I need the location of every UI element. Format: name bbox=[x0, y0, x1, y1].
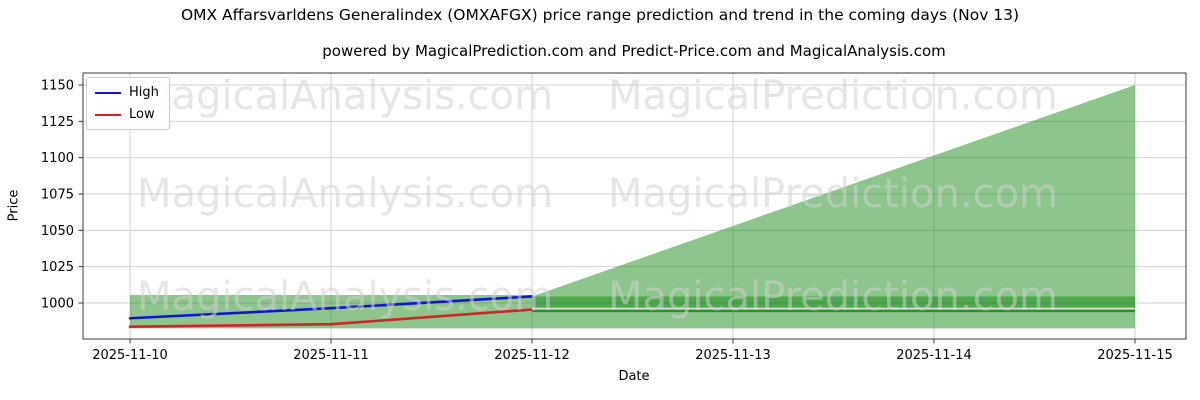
y-tick-label: 1150 bbox=[41, 79, 74, 94]
high-line-swatch bbox=[95, 91, 121, 94]
x-tick-label: 2025-11-14 bbox=[896, 348, 972, 363]
y-tick-label: 1000 bbox=[41, 297, 74, 312]
legend-item-low[interactable]: Low bbox=[95, 107, 159, 122]
watermark-text: MagicalPrediction.com bbox=[608, 274, 1058, 320]
low-line bbox=[128, 308, 534, 328]
y-tick-label: 1050 bbox=[41, 224, 74, 239]
watermark-text: MagicalPrediction.com bbox=[608, 171, 1058, 217]
y-tick-label: 1025 bbox=[41, 260, 74, 275]
prediction-band bbox=[532, 296, 1135, 308]
x-tick-label: 2025-11-12 bbox=[494, 348, 570, 363]
y-tick-label: 1125 bbox=[41, 115, 74, 130]
chart-subtitle: powered by MagicalPrediction.com and Pre… bbox=[322, 42, 946, 60]
legend-label-high: High bbox=[129, 85, 159, 100]
low-line-swatch bbox=[95, 113, 121, 116]
axes-spines bbox=[82, 72, 1187, 340]
chart-title: OMX Affarsvarldens Generalindex (OMXAFGX… bbox=[180, 6, 1020, 24]
legend: High Low bbox=[86, 77, 170, 130]
legend-item-high[interactable]: High bbox=[95, 85, 159, 100]
legend-label-low: Low bbox=[129, 107, 155, 122]
y-axis-label: Price bbox=[6, 189, 22, 222]
x-tick-label: 2025-11-13 bbox=[695, 348, 771, 363]
x-tick-label: 2025-11-10 bbox=[92, 348, 168, 363]
watermark-text: MagicalAnalysis.com bbox=[137, 171, 553, 217]
x-tick-label: 2025-11-11 bbox=[293, 348, 369, 363]
watermark-text: MagicalPrediction.com bbox=[608, 73, 1058, 119]
x-axis-label: Date bbox=[618, 369, 650, 384]
y-tick-label: 1075 bbox=[41, 188, 74, 203]
watermark-text: MagicalAnalysis.com bbox=[137, 73, 553, 119]
x-tick-label: 2025-11-15 bbox=[1097, 348, 1173, 363]
high-line bbox=[128, 295, 534, 320]
watermark-text: MagicalAnalysis.com bbox=[137, 274, 553, 320]
prediction-fan bbox=[532, 85, 1135, 329]
y-tick-label: 1100 bbox=[41, 151, 74, 166]
